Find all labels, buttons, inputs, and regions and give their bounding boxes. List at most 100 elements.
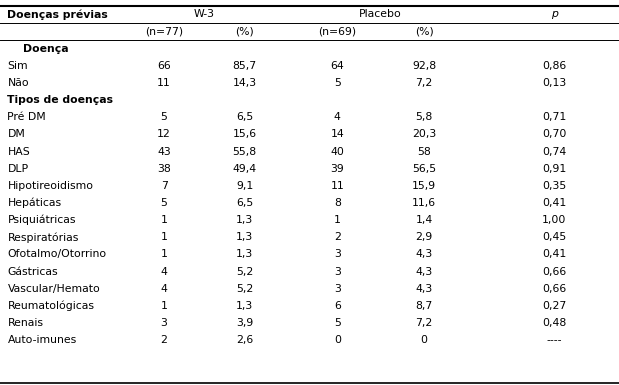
Text: 56,5: 56,5 [412, 164, 436, 174]
Text: Psiquiátricas: Psiquiátricas [7, 215, 76, 225]
Text: 58: 58 [417, 147, 431, 157]
Text: 5,8: 5,8 [415, 112, 433, 122]
Text: 20,3: 20,3 [412, 129, 436, 139]
Text: 40: 40 [331, 147, 344, 157]
Text: 11: 11 [331, 181, 344, 191]
Text: Hipotireoidismo: Hipotireoidismo [7, 181, 93, 191]
Text: 15,9: 15,9 [412, 181, 436, 191]
Text: 4: 4 [160, 284, 168, 294]
Text: 2: 2 [334, 232, 341, 242]
Text: 5: 5 [334, 78, 341, 88]
Text: 1: 1 [160, 249, 168, 259]
Text: 14,3: 14,3 [233, 78, 256, 88]
Text: 3: 3 [334, 284, 341, 294]
Text: 1,3: 1,3 [236, 301, 253, 311]
Text: 0,13: 0,13 [542, 78, 566, 88]
Text: 1: 1 [160, 301, 168, 311]
Text: 1,3: 1,3 [236, 215, 253, 225]
Text: 2,9: 2,9 [415, 232, 433, 242]
Text: 8: 8 [334, 198, 341, 208]
Text: 49,4: 49,4 [233, 164, 256, 174]
Text: 0: 0 [334, 335, 341, 345]
Text: 1: 1 [160, 215, 168, 225]
Text: Não: Não [7, 78, 29, 88]
Text: 0,74: 0,74 [542, 147, 566, 157]
Text: (%): (%) [415, 27, 433, 37]
Text: (n=77): (n=77) [145, 27, 183, 37]
Text: 66: 66 [157, 61, 171, 71]
Text: 0,70: 0,70 [542, 129, 566, 139]
Text: 4: 4 [160, 266, 168, 276]
Text: 0,48: 0,48 [542, 318, 566, 328]
Text: 5: 5 [334, 318, 341, 328]
Text: HAS: HAS [7, 147, 30, 157]
Text: 1: 1 [334, 215, 341, 225]
Text: Reumatológicas: Reumatológicas [7, 301, 95, 311]
Text: 55,8: 55,8 [233, 147, 256, 157]
Text: p: p [550, 9, 558, 19]
Text: 3: 3 [334, 249, 341, 259]
Text: 1,00: 1,00 [542, 215, 566, 225]
Text: 6,5: 6,5 [236, 112, 253, 122]
Text: 14: 14 [331, 129, 344, 139]
Text: 7,2: 7,2 [415, 78, 433, 88]
Text: Tipos de doenças: Tipos de doenças [7, 95, 113, 105]
Text: Placebo: Placebo [359, 9, 402, 19]
Text: Respiratórias: Respiratórias [7, 232, 79, 243]
Text: 0,41: 0,41 [542, 249, 566, 259]
Text: 43: 43 [157, 147, 171, 157]
Text: 5: 5 [160, 112, 168, 122]
Text: W-3: W-3 [194, 9, 215, 19]
Text: Hepáticas: Hepáticas [7, 198, 61, 208]
Text: Pré DM: Pré DM [7, 112, 46, 122]
Text: 3,9: 3,9 [236, 318, 253, 328]
Text: 0: 0 [420, 335, 428, 345]
Text: 4,3: 4,3 [415, 266, 433, 276]
Text: 39: 39 [331, 164, 344, 174]
Text: 0,35: 0,35 [542, 181, 566, 191]
Text: 4,3: 4,3 [415, 249, 433, 259]
Text: 2: 2 [160, 335, 168, 345]
Text: 6,5: 6,5 [236, 198, 253, 208]
Text: 0,91: 0,91 [542, 164, 566, 174]
Text: DLP: DLP [7, 164, 28, 174]
Text: 4: 4 [334, 112, 341, 122]
Text: 38: 38 [157, 164, 171, 174]
Text: Sim: Sim [7, 61, 28, 71]
Text: 4,3: 4,3 [415, 284, 433, 294]
Text: 8,7: 8,7 [415, 301, 433, 311]
Text: 6: 6 [334, 301, 341, 311]
Text: 0,45: 0,45 [542, 232, 566, 242]
Text: Vascular/Hemato: Vascular/Hemato [7, 284, 100, 294]
Text: Ofotalmo/Otorrino: Ofotalmo/Otorrino [7, 249, 106, 259]
Text: 0,27: 0,27 [542, 301, 566, 311]
Text: 0,66: 0,66 [542, 266, 566, 276]
Text: 1,4: 1,4 [415, 215, 433, 225]
Text: 3: 3 [334, 266, 341, 276]
Text: 0,71: 0,71 [542, 112, 566, 122]
Text: 5: 5 [160, 198, 168, 208]
Text: 0,86: 0,86 [542, 61, 566, 71]
Text: 85,7: 85,7 [233, 61, 256, 71]
Text: 12: 12 [157, 129, 171, 139]
Text: DM: DM [7, 129, 25, 139]
Text: 1,3: 1,3 [236, 232, 253, 242]
Text: Doenças prévias: Doenças prévias [7, 9, 108, 20]
Text: 0,66: 0,66 [542, 284, 566, 294]
Text: (n=69): (n=69) [318, 27, 357, 37]
Text: 7,2: 7,2 [415, 318, 433, 328]
Text: 5,2: 5,2 [236, 284, 253, 294]
Text: Renais: Renais [7, 318, 43, 328]
Text: Auto-imunes: Auto-imunes [7, 335, 77, 345]
Text: (%): (%) [235, 27, 254, 37]
Text: 3: 3 [160, 318, 168, 328]
Text: ----: ---- [546, 335, 562, 345]
Text: 11: 11 [157, 78, 171, 88]
Text: 5,2: 5,2 [236, 266, 253, 276]
Text: 9,1: 9,1 [236, 181, 253, 191]
Text: 92,8: 92,8 [412, 61, 436, 71]
Text: 0,41: 0,41 [542, 198, 566, 208]
Text: 2,6: 2,6 [236, 335, 253, 345]
Text: 64: 64 [331, 61, 344, 71]
Text: 1,3: 1,3 [236, 249, 253, 259]
